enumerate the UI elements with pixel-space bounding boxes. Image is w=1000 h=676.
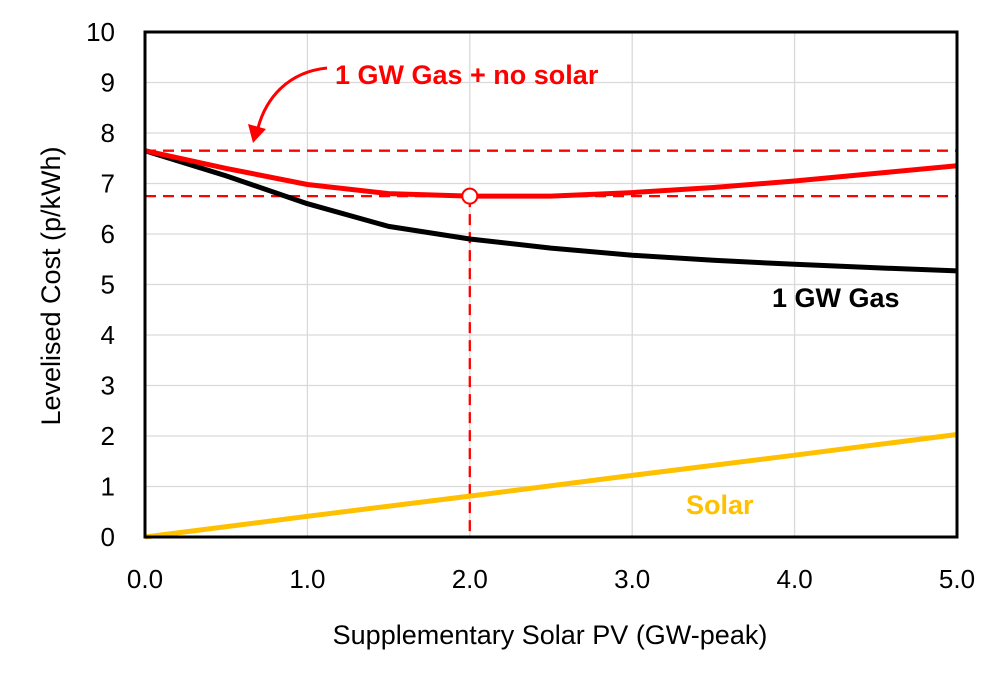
y-axis-title: Levelised Cost (p/kWh) (36, 146, 66, 425)
y-tick-label-9: 9 (101, 68, 115, 98)
x-tick-label-3.0: 3.0 (614, 564, 650, 594)
gas-series-line (144, 148, 958, 274)
annotation-no-solar: 1 GW Gas + no solar (335, 60, 599, 90)
x-axis-title: Supplementary Solar PV (GW-peak) (333, 620, 768, 650)
y-tick-label-8: 8 (101, 118, 115, 148)
x-tick-label-1.0: 1.0 (289, 564, 325, 594)
y-tick-label-6: 6 (101, 219, 115, 249)
optimum-marker-group (461, 187, 479, 205)
x-axis-tick-labels: 0.0 1.0 2.0 3.0 4.0 5.0 (127, 564, 975, 594)
annotation-gas: 1 GW Gas (772, 283, 900, 313)
y-tick-label-0: 0 (101, 522, 115, 552)
y-tick-label-4: 4 (101, 320, 115, 350)
y-tick-label-10: 10 (86, 17, 115, 47)
x-tick-label-5.0: 5.0 (939, 564, 975, 594)
optimum-point-marker (461, 187, 479, 205)
x-tick-label-0.0: 0.0 (127, 564, 163, 594)
y-axis-tick-labels: 0 1 2 3 4 5 6 7 8 9 10 (86, 17, 115, 552)
y-tick-label-3: 3 (101, 371, 115, 401)
data-series (144, 148, 958, 540)
total-cost-series-line (144, 148, 958, 199)
reference-lines (145, 149, 957, 537)
plot-area-frame (143, 30, 959, 539)
x-tick-label-2.0: 2.0 (452, 564, 488, 594)
solar-series-line (144, 432, 958, 540)
y-tick-label-5: 5 (101, 270, 115, 300)
annotation-arrow (256, 66, 328, 129)
annotation-arrowhead (248, 124, 266, 143)
y-tick-label-1: 1 (101, 472, 115, 502)
y-tick-label-2: 2 (101, 421, 115, 451)
y-tick-label-7: 7 (101, 169, 115, 199)
x-tick-label-4.0: 4.0 (777, 564, 813, 594)
annotation-solar: Solar (686, 490, 754, 520)
